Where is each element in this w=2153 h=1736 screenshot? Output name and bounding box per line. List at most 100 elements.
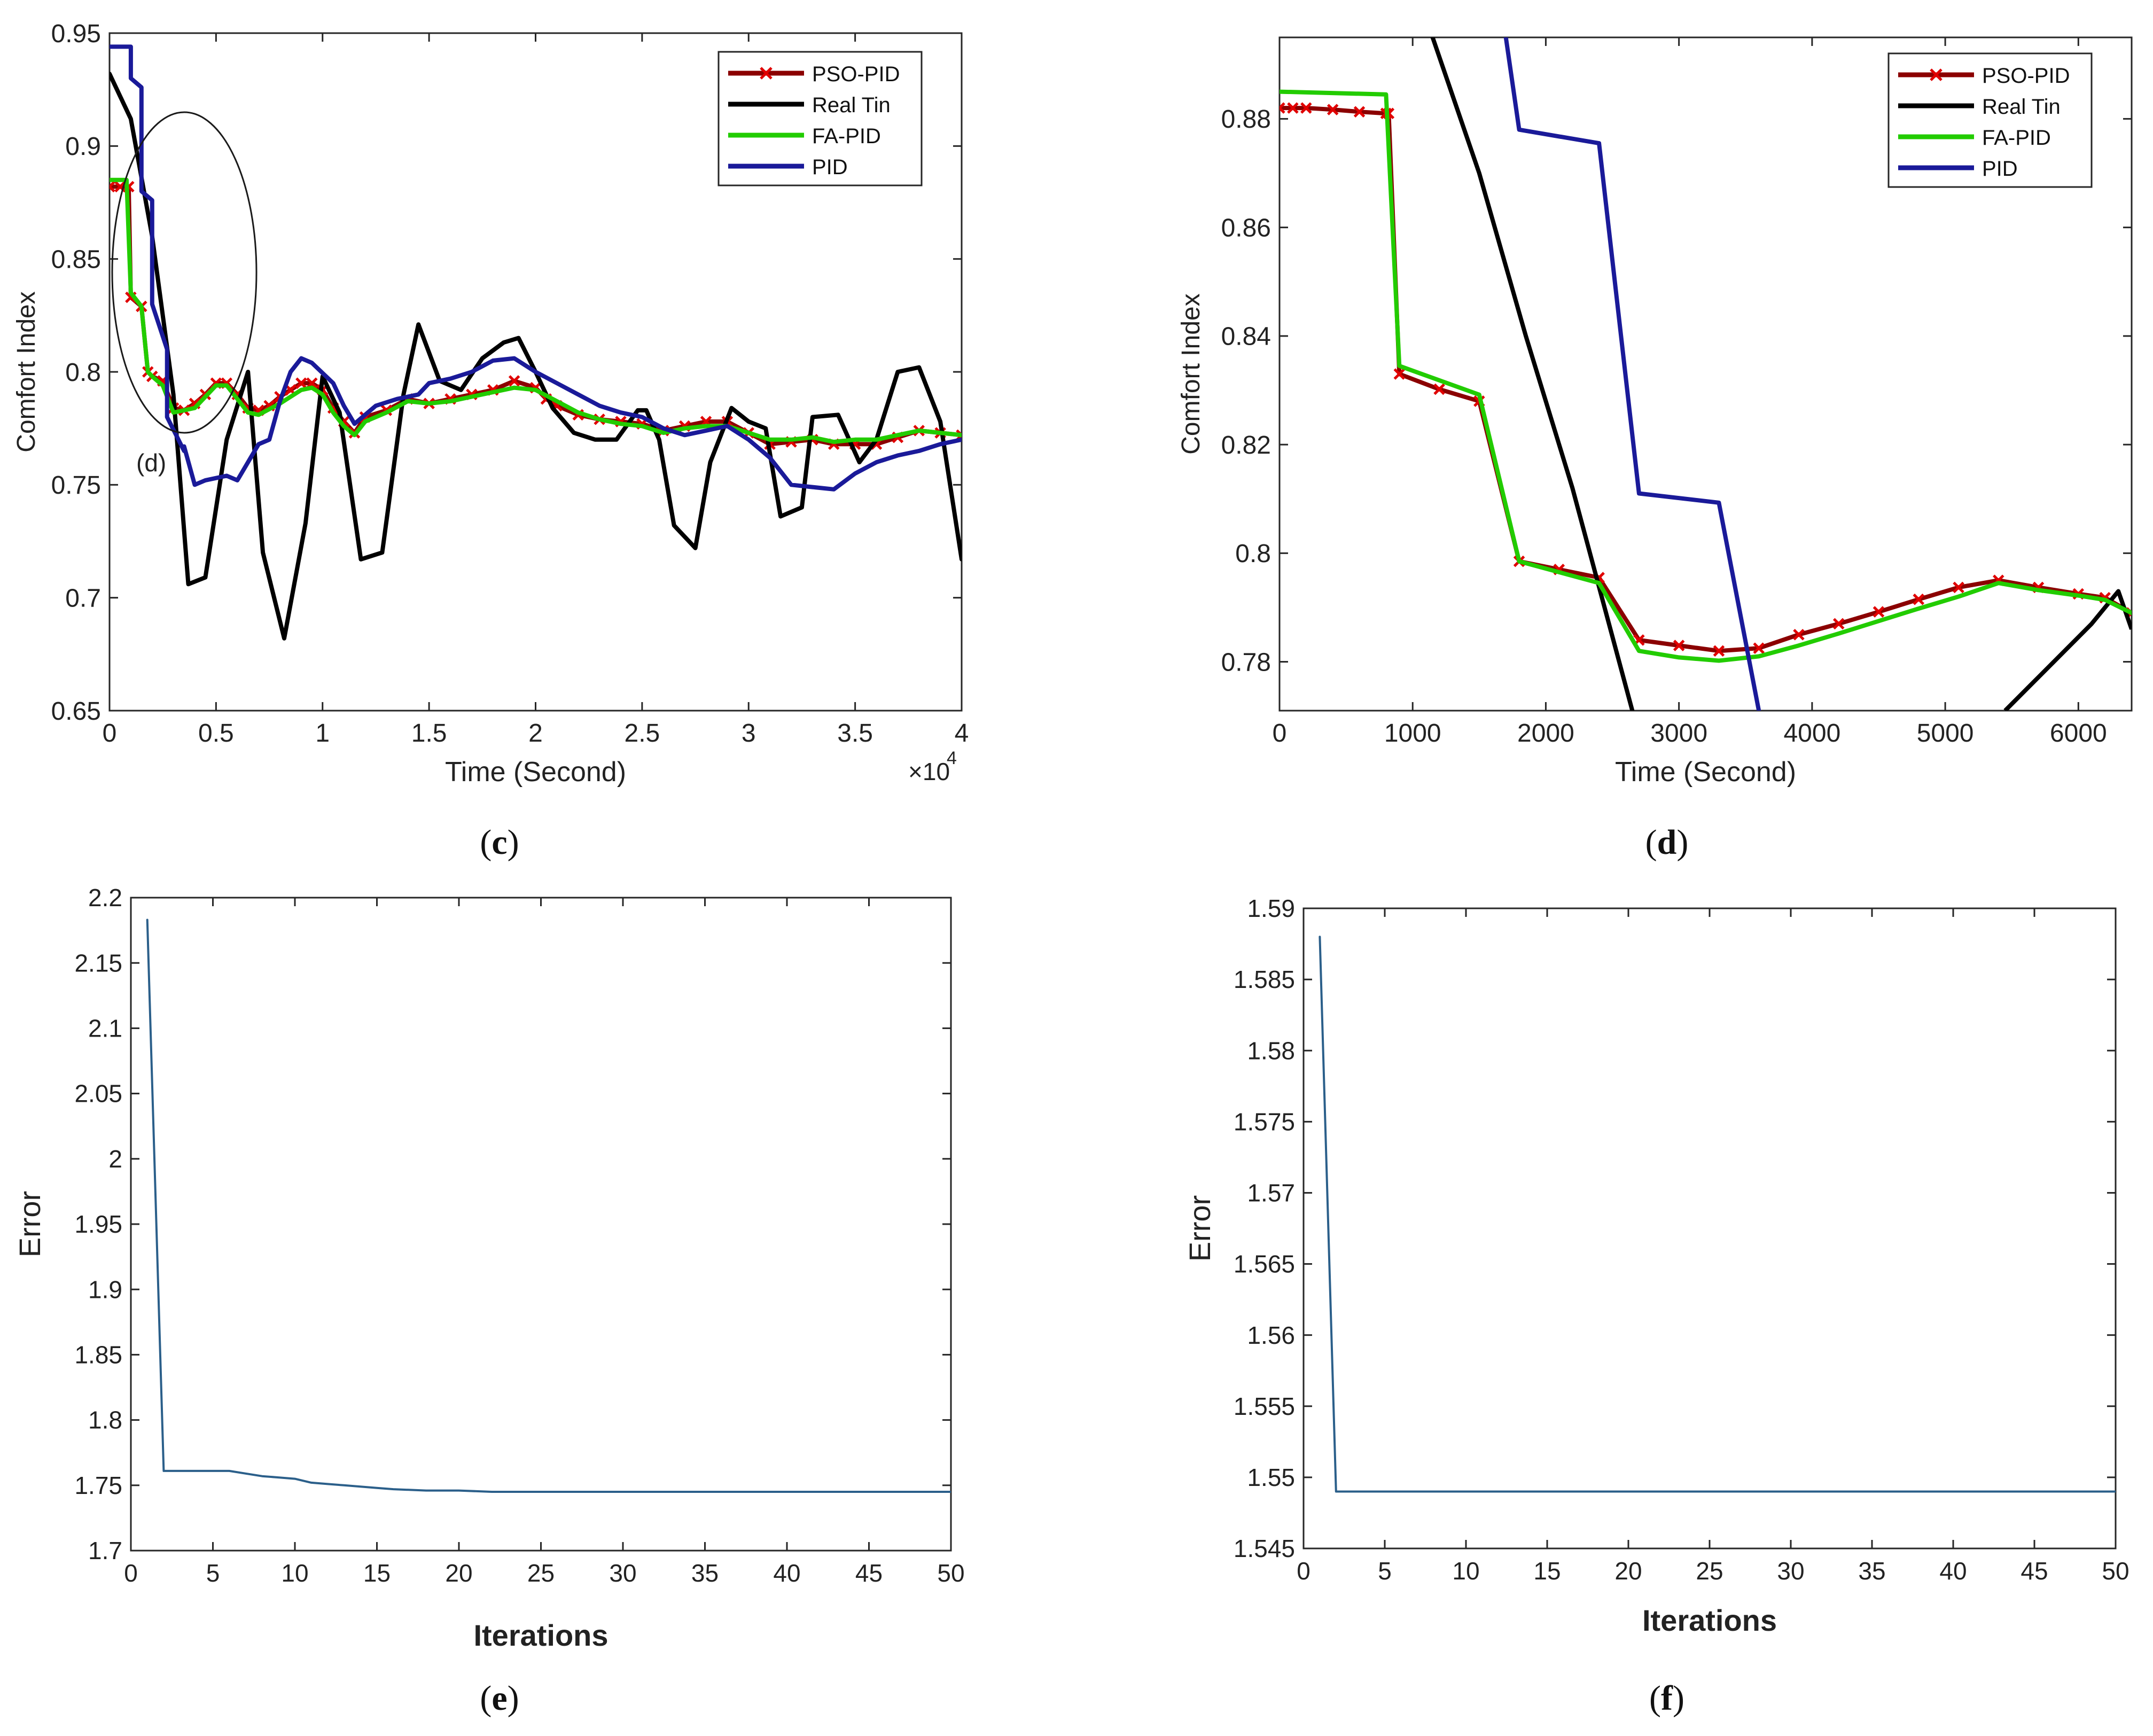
series-real-tin [1430, 37, 1635, 711]
legend-real-tin-label: Real Tin [812, 94, 891, 117]
pso-pid-marker [1953, 581, 1964, 594]
y-tick-label: 0.7 [65, 584, 101, 612]
x-axis-label: Iterations [473, 1618, 608, 1652]
x-tick-label: 25 [527, 1559, 555, 1587]
x-tick-label: 3.5 [837, 719, 873, 748]
legend: PSO-PID Real Tin FA-PID PID [717, 51, 923, 186]
x-tick-label: 3000 [1650, 719, 1707, 748]
chart-panel-f: 0 5 10 15 20 25 30 35 40 45 50 1.545 1.55 1.555 1.56 1.… [1183, 894, 2129, 1718]
y-tick-label: 1.59 [1247, 894, 1295, 922]
pso-pid-marker [1913, 593, 1925, 605]
panel-caption: (f) [1649, 1679, 1684, 1718]
caption-letter: d [1657, 823, 1677, 862]
pso-pid-marker [1673, 640, 1685, 651]
x-tick-label: 20 [445, 1559, 472, 1587]
caption-close: ) [508, 1679, 519, 1718]
pso-pid-marker [1287, 102, 1299, 114]
panel-caption: (e) [480, 1679, 519, 1718]
series-real-tin [110, 72, 962, 641]
legend-fa-pid-label: FA-PID [812, 124, 881, 148]
pso-pid-marker [1832, 618, 1845, 630]
caption-letter: f [1661, 1679, 1673, 1718]
legend-pso-pid-label: PSO-PID [812, 63, 900, 86]
zoom-region-ellipse [111, 111, 258, 434]
x-tick-label: 5 [206, 1559, 220, 1587]
legend: PSO-PID Real Tin FA-PID PID [1887, 52, 2093, 188]
chart-panel-c: 0 0.5 1 1.5 2 2.5 3 3.5 4 0.65 0.7 0.75 0.8 0.85 0.9 0.… [12, 20, 969, 862]
series-fa-pid [110, 177, 962, 444]
series-pid [110, 44, 962, 492]
y-tick-label: 1.565 [1234, 1250, 1295, 1278]
legend-pid-label: PID [812, 155, 848, 179]
legend-pso-pid-marker [760, 67, 773, 80]
y-tick-label: 1.56 [1247, 1321, 1295, 1349]
x-tick-label: 2 [528, 719, 543, 748]
legend-real-tin-label: Real Tin [1982, 95, 2061, 119]
y-tick-label: 0.9 [65, 133, 101, 161]
pso-pid-marker [508, 375, 520, 387]
series-group [1280, 37, 2132, 711]
y-tick-label: 2.1 [88, 1015, 122, 1042]
pso-pid-marker [114, 181, 126, 193]
y-axis-label: Comfort Index [1177, 293, 1205, 454]
caption-letter: c [492, 823, 507, 862]
pso-pid-marker [110, 181, 115, 193]
x-tick-label: 1000 [1384, 719, 1441, 748]
pso-pid-marker [1713, 645, 1725, 657]
plot-area [1302, 907, 2117, 1550]
x-tick-label: 5000 [1917, 719, 1974, 748]
series-error [1319, 936, 2116, 1493]
y-tick-label: 1.575 [1234, 1108, 1295, 1135]
y-tick-label: 0.8 [65, 359, 101, 387]
y-tick-label: 2 [108, 1145, 122, 1173]
x-tick-label: 10 [1452, 1557, 1479, 1585]
legend-box [1887, 52, 2093, 188]
x-tick-label: 50 [937, 1559, 964, 1587]
pso-pid-marker [1353, 106, 1366, 118]
x-tick-label: 45 [2021, 1557, 2048, 1585]
y-tick-label: 0.85 [51, 245, 101, 274]
y-tick-label: 1.95 [74, 1210, 122, 1238]
x-tick-label: 4000 [1783, 719, 1840, 748]
pso-pid-marker [1300, 102, 1312, 114]
y-tick-label: 0.88 [1221, 105, 1271, 134]
y-tick-label: 0.86 [1221, 214, 1271, 242]
x-tick-label: 0 [1297, 1557, 1310, 1585]
y-tick-label: 2.15 [74, 949, 122, 977]
x-tick-label: 0.5 [198, 719, 234, 748]
y-tick-label: 0.78 [1221, 648, 1271, 676]
x-axis-label: Time (Second) [1615, 757, 1796, 788]
y-tick-label: 0.8 [1235, 540, 1271, 568]
legend-fa-pid-label: FA-PID [1982, 126, 2051, 150]
pso-pid-marker [1327, 104, 1339, 115]
pso-pid-marker [1753, 642, 1765, 654]
x-tick-label: 35 [1858, 1557, 1885, 1585]
x-axis-label: Time (Second) [445, 757, 626, 788]
legend-pid-label: PID [1982, 157, 2018, 181]
pso-pid-marker [1873, 606, 1885, 618]
y-tick-label: 0.84 [1221, 323, 1271, 351]
plot-area [130, 897, 952, 1552]
x-tick-label: 2000 [1517, 719, 1574, 748]
series-group [110, 44, 962, 641]
y-tick-label: 0.75 [51, 471, 101, 500]
chart-panel-e: 0 5 10 15 20 25 30 35 40 45 50 1.7 1.75 1.8 1.85 1.9 1.9… [13, 884, 965, 1718]
pso-pid-marker [1793, 628, 1805, 641]
y-tick-label: 2.2 [88, 884, 122, 912]
x-tick-label: 3 [742, 719, 756, 748]
series-error [146, 918, 951, 1493]
x-tick-label: 15 [1533, 1557, 1561, 1585]
x-multiplier-label: ×10 [908, 758, 950, 785]
y-tick-label: 1.85 [74, 1341, 122, 1369]
x-tick-label: 5 [1378, 1557, 1392, 1585]
x-tick-label: 25 [1696, 1557, 1723, 1585]
pso-pid-marker [1433, 383, 1445, 395]
series-group [1319, 936, 2116, 1493]
y-axis-label: Error [1183, 1195, 1216, 1262]
y-tick-label: 1.58 [1247, 1037, 1295, 1064]
x-axis-label: Iterations [1642, 1603, 1777, 1637]
pso-pid-marker [1280, 102, 1285, 114]
y-tick-label: 1.9 [88, 1275, 122, 1303]
y-tick-label: 1.57 [1247, 1179, 1295, 1207]
panel-caption: (d) [1645, 823, 1689, 862]
